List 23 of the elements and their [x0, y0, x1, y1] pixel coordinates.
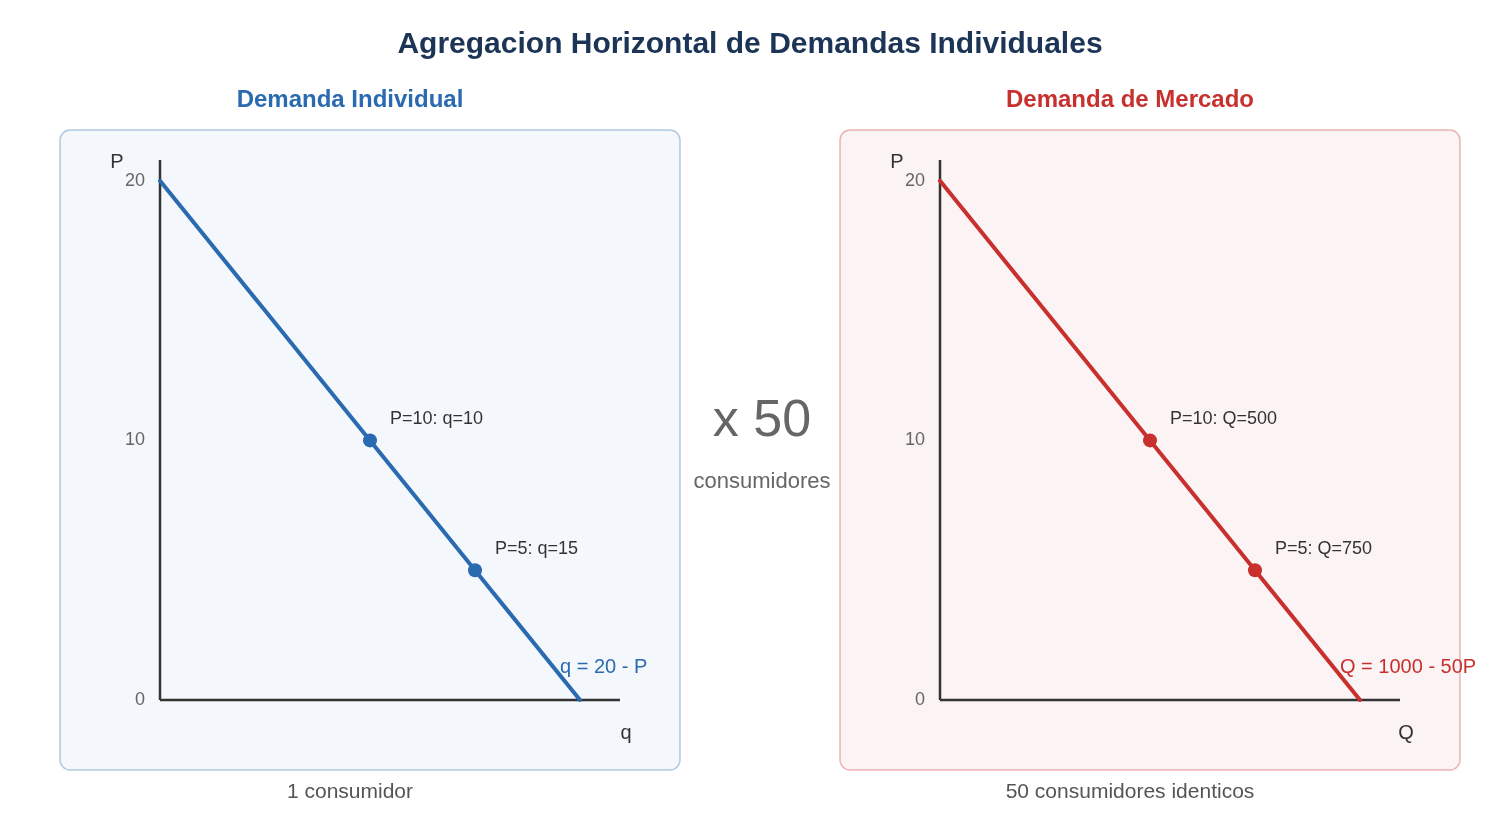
chart-title: Demanda de Mercado [1005, 85, 1255, 113]
data-label: P=5: Q=750 [1275, 538, 1373, 559]
y-tick-label: 10 [904, 429, 925, 450]
chart-title: Demanda Individual [236, 85, 464, 113]
text: x 50 [712, 388, 812, 447]
series-label: q = 20 - P [560, 655, 648, 677]
text: consumidores [693, 467, 831, 493]
x-axis-title: Q [1398, 721, 1414, 744]
y-tick-label: 0 [134, 688, 145, 709]
y-axis-title: P [110, 150, 124, 173]
series-label: Q = 1000 - 50P [1340, 655, 1477, 677]
text: 1 consumidor [286, 778, 414, 802]
y-tick-label: 10 [124, 429, 145, 450]
data-label: P=5: q=15 [495, 538, 579, 559]
y-axis-title: P [890, 150, 904, 173]
y-tick-label: 20 [124, 169, 145, 190]
y-tick-label: 20 [904, 169, 925, 190]
data-label: P=10: q=10 [390, 408, 484, 429]
y-tick-label: 0 [914, 688, 925, 709]
text: 50 consumidores identicos [1005, 778, 1255, 802]
x-axis-title: q [620, 721, 632, 744]
data-label: P=10: Q=500 [1170, 408, 1278, 429]
text: Agregacion Horizontal de Demandas Individuales [397, 25, 1103, 59]
